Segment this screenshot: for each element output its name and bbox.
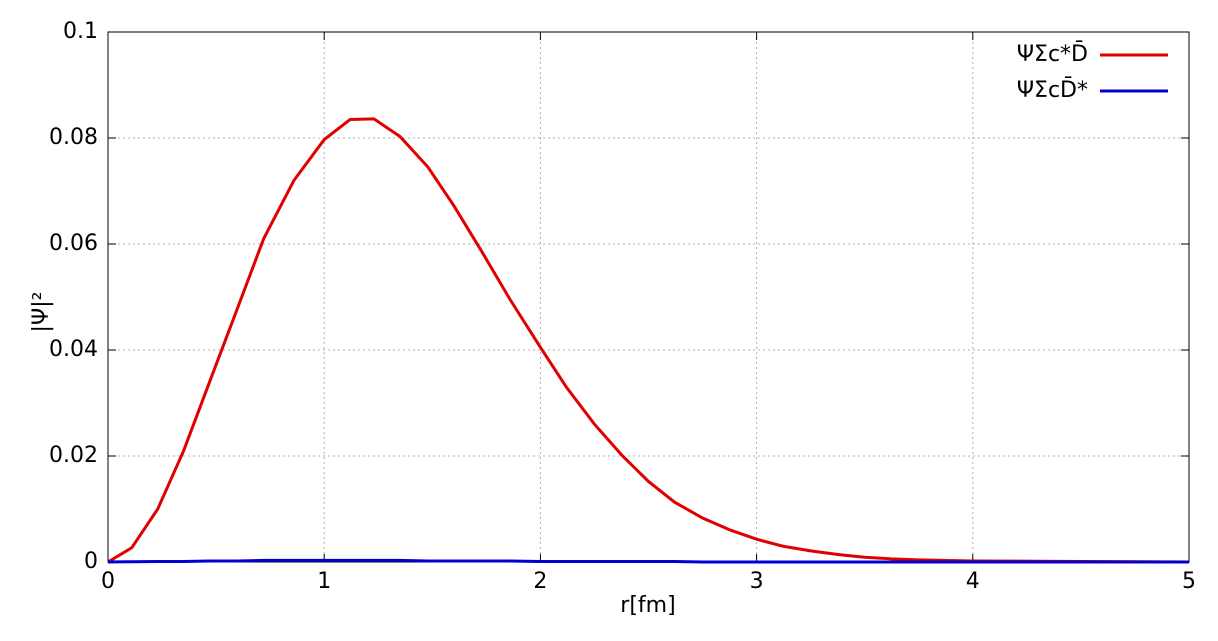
x-tick-label: 4 [966,569,980,594]
y-tick-label: 0.06 [49,231,98,256]
x-tick-label: 5 [1182,569,1196,594]
x-tick-label: 2 [533,569,547,594]
x-axis-label: r[fm] [620,593,675,618]
y-tick-label: 0.1 [63,19,98,44]
x-tick-label: 1 [317,569,331,594]
line [107,117,1190,564]
y-tick-label: 0.08 [49,125,98,150]
y-tick-label: 0.04 [49,337,98,362]
line [107,558,1189,564]
y-axis-label: |Ψ|² [29,292,54,333]
y-tick-label: 0.02 [49,443,98,468]
legend-label: ΨΣcD̄* [1017,77,1088,103]
y-tick-label: 0 [84,549,98,574]
x-tick-label: 0 [101,569,115,594]
x-tick-label: 3 [750,569,764,594]
legend-label: ΨΣc*D̄ [1017,41,1088,67]
